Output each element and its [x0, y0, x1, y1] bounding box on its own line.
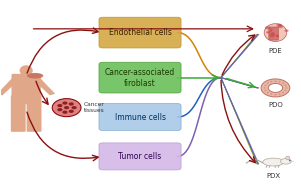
Circle shape — [263, 87, 266, 89]
Text: PDE: PDE — [268, 48, 282, 54]
Ellipse shape — [264, 24, 287, 42]
Circle shape — [293, 161, 294, 162]
Circle shape — [270, 93, 272, 95]
Circle shape — [284, 85, 287, 86]
Text: PDX: PDX — [266, 173, 281, 179]
Circle shape — [270, 29, 273, 31]
FancyBboxPatch shape — [99, 104, 181, 131]
Circle shape — [57, 104, 63, 107]
Circle shape — [285, 87, 287, 89]
Text: Endothelial cells: Endothelial cells — [109, 28, 172, 37]
Circle shape — [64, 106, 69, 109]
FancyBboxPatch shape — [99, 17, 181, 48]
Circle shape — [69, 102, 74, 106]
Circle shape — [261, 79, 290, 97]
Circle shape — [278, 93, 281, 95]
Circle shape — [276, 23, 281, 27]
Circle shape — [271, 32, 275, 35]
Circle shape — [62, 111, 67, 114]
Ellipse shape — [281, 158, 291, 164]
Circle shape — [282, 92, 284, 93]
Circle shape — [279, 24, 282, 26]
Circle shape — [275, 34, 279, 37]
Circle shape — [284, 29, 289, 32]
FancyBboxPatch shape — [11, 95, 26, 132]
Circle shape — [62, 101, 67, 105]
FancyBboxPatch shape — [269, 27, 278, 40]
Circle shape — [264, 90, 267, 91]
FancyBboxPatch shape — [99, 143, 181, 170]
FancyBboxPatch shape — [11, 74, 41, 99]
Text: Immune cells: Immune cells — [114, 112, 166, 122]
Text: Cancer
tissues: Cancer tissues — [84, 102, 105, 113]
Circle shape — [270, 81, 272, 82]
Circle shape — [52, 99, 81, 117]
Circle shape — [278, 25, 283, 28]
Circle shape — [264, 85, 267, 86]
Circle shape — [289, 160, 291, 161]
Circle shape — [265, 26, 270, 29]
Text: Tumor cells: Tumor cells — [118, 152, 162, 161]
Text: PDO: PDO — [268, 102, 283, 108]
FancyBboxPatch shape — [99, 62, 181, 93]
Circle shape — [284, 90, 287, 91]
Circle shape — [269, 34, 275, 37]
Ellipse shape — [286, 156, 290, 160]
Circle shape — [274, 81, 277, 82]
FancyBboxPatch shape — [27, 95, 42, 132]
Circle shape — [267, 92, 269, 93]
Polygon shape — [0, 77, 18, 95]
Polygon shape — [34, 77, 55, 95]
Circle shape — [277, 36, 279, 37]
Circle shape — [269, 30, 272, 32]
Circle shape — [69, 110, 74, 113]
Circle shape — [266, 31, 270, 34]
Circle shape — [282, 82, 284, 84]
Circle shape — [278, 81, 281, 82]
Ellipse shape — [27, 73, 43, 79]
Ellipse shape — [20, 65, 33, 76]
FancyBboxPatch shape — [11, 96, 41, 104]
Circle shape — [57, 108, 63, 111]
Circle shape — [72, 106, 77, 109]
Text: Cancer-associated
firoblast: Cancer-associated firoblast — [105, 67, 175, 88]
Circle shape — [274, 94, 277, 95]
Ellipse shape — [263, 158, 284, 166]
Circle shape — [268, 83, 283, 92]
Circle shape — [267, 82, 269, 84]
